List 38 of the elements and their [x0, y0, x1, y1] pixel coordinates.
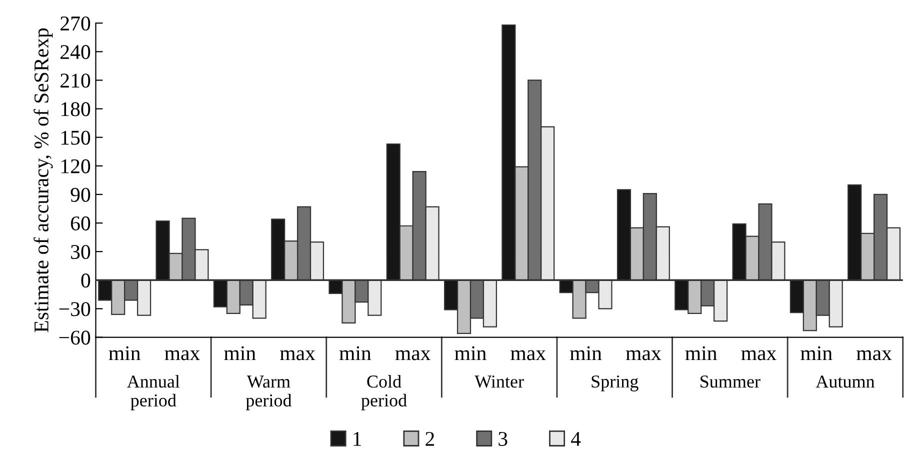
x-tick-label: min: [685, 346, 717, 360]
x-tick-label: max: [280, 350, 316, 360]
text: Winter: [474, 376, 524, 388]
x-tick-label: min: [570, 346, 602, 360]
legend-label: 4: [570, 432, 581, 446]
y-tick-label: 60: [70, 216, 90, 230]
x-tick-label: min: [108, 346, 140, 360]
y-tick-label: 240: [60, 45, 90, 60]
y-tick-label: 210: [60, 74, 90, 88]
y-tick-label: 150: [61, 130, 90, 145]
y-tick-label: −60: [59, 330, 90, 345]
x-tick-label: max: [856, 350, 892, 360]
legend-label: 1: [354, 432, 361, 446]
x-tick-label: max: [164, 350, 200, 360]
y-tick-label: 0: [81, 274, 90, 288]
y-tick-label: 120: [61, 159, 90, 174]
text: Cold period: [361, 374, 407, 410]
y-tick-label: 180: [61, 102, 90, 116]
y-tick-label: −30: [59, 302, 90, 316]
x-tick-label: min: [800, 346, 832, 360]
x-tick-label: max: [395, 350, 431, 360]
x-tick-label: min: [339, 346, 372, 360]
legend-label: 2: [426, 432, 434, 446]
y-tick-label: 90: [70, 188, 90, 202]
x-tick-label: max: [741, 350, 776, 360]
x-tick-label: max: [626, 350, 662, 360]
y-tick-label: 270: [60, 16, 90, 31]
legend-label: 3: [498, 432, 508, 446]
text: Spring: [592, 375, 638, 392]
text: Warm period: [246, 376, 292, 410]
text: Summer: [700, 376, 760, 388]
y-tick-label: 30: [71, 244, 90, 260]
x-tick-label: max: [510, 350, 546, 360]
text: Annual period: [127, 374, 180, 410]
y-axis-title: Estimate of accuracy, % of SeSRexp: [34, 28, 53, 332]
text: Autumn: [816, 376, 875, 388]
x-tick-label: min: [224, 346, 256, 360]
x-tick-label: min: [454, 346, 486, 360]
